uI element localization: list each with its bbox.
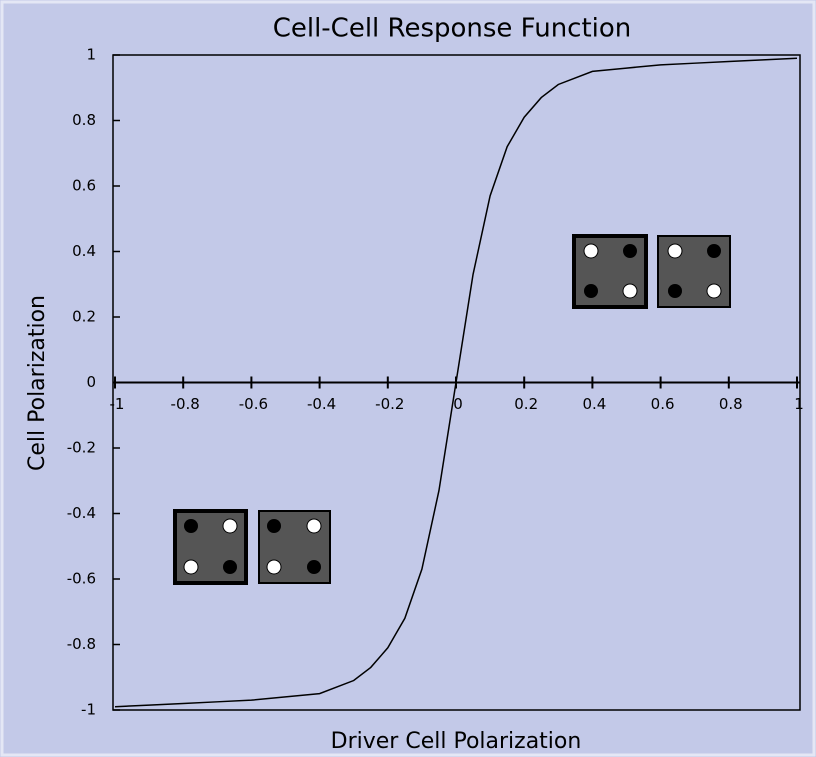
dot — [222, 518, 238, 534]
dot — [583, 243, 599, 259]
x-tick-label: 1 — [794, 395, 804, 413]
x-tick-label: 0 — [453, 395, 463, 413]
dot — [584, 284, 598, 298]
cells-lower — [173, 509, 331, 585]
x-tick-label: 0.4 — [582, 395, 606, 413]
y-tick-label: 0 — [86, 373, 96, 391]
x-tick-label: -0.2 — [375, 395, 404, 413]
dot — [622, 283, 638, 299]
x-tick-label: -1 — [110, 395, 125, 413]
dot — [223, 560, 237, 574]
dot — [706, 283, 722, 299]
dot — [267, 519, 281, 533]
y-tick-label: 0.8 — [72, 111, 96, 129]
y-tick-label: -0.2 — [67, 439, 96, 457]
y-tick-label: 1 — [86, 46, 96, 64]
x-axis-label: Driver Cell Polarization — [331, 729, 582, 754]
dot — [184, 519, 198, 533]
y-tick-label: 0.2 — [72, 308, 96, 326]
dot — [623, 244, 637, 258]
line — [114, 57, 798, 708]
dot — [306, 518, 322, 534]
dot — [707, 244, 721, 258]
y-tick-label: -0.8 — [67, 635, 96, 653]
x-tick-label: 0.6 — [651, 395, 675, 413]
dot — [183, 559, 199, 575]
dot — [668, 284, 682, 298]
x-tick-label: 0.8 — [719, 395, 743, 413]
dot — [266, 559, 282, 575]
dot — [307, 560, 321, 574]
y-tick-label: -0.4 — [67, 504, 96, 522]
cells-upper — [572, 234, 731, 309]
chart-title: Cell-Cell Response Function — [273, 14, 632, 44]
y-tick-label: 0.4 — [72, 242, 96, 260]
y-tick-label: 0.6 — [72, 177, 96, 195]
y-axis-label: Cell Polarization — [25, 295, 50, 471]
x-tick-label: -0.8 — [171, 395, 200, 413]
y-tick-label: -0.6 — [67, 570, 96, 588]
x-tick-label: -0.6 — [239, 395, 268, 413]
x-tick-label: -0.4 — [307, 395, 336, 413]
x-tick-label: 0.2 — [514, 395, 538, 413]
dot — [667, 243, 683, 259]
y-tick-label: -1 — [81, 701, 96, 719]
